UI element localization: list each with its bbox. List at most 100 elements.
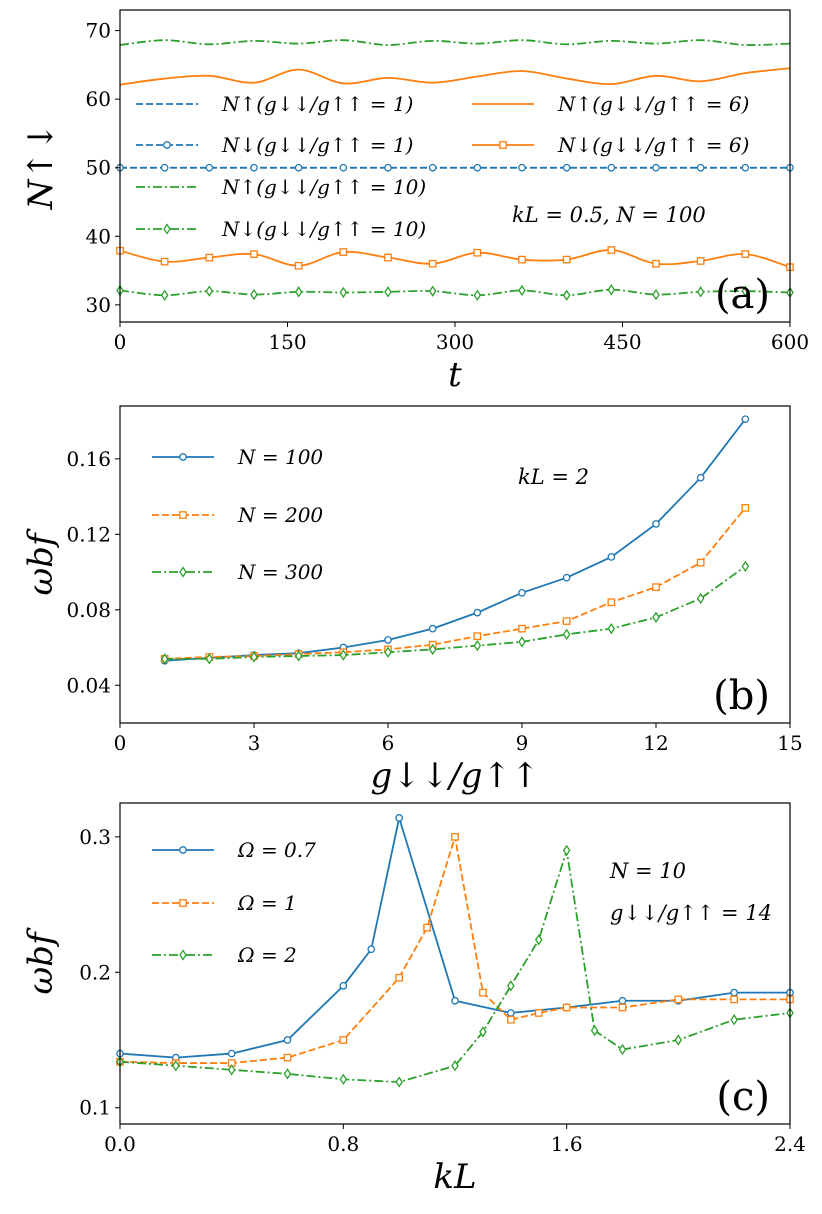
- y-tick-label-0: 0.04: [66, 673, 111, 697]
- y-tick-label-1: 0.08: [66, 598, 111, 622]
- panel-label: (a): [715, 272, 770, 318]
- data-point-2-5: [395, 1076, 403, 1088]
- panel-b: 0 3 6 9 12 15 0.04 0.08 0.12 0.16 g↓↓/g↑↑ ωbf (b) N =…: [21, 405, 803, 796]
- data-point-1-14: [741, 163, 750, 172]
- legend-label-0: N = 100: [237, 445, 323, 469]
- legend-marker-2: [179, 949, 187, 961]
- data-point-3-3: [250, 288, 258, 301]
- legend-marker-1: [179, 511, 187, 519]
- data-point-2-1: [205, 653, 214, 665]
- data-point-1-11: [562, 1003, 571, 1012]
- data-point-1-4: [339, 1036, 348, 1044]
- legend-label-1: N = 200: [237, 503, 323, 527]
- data-point-0-9: [562, 573, 571, 582]
- data-point-2-10: [607, 622, 616, 635]
- data-point-1-2: [205, 163, 214, 172]
- y-tick-label-2: 0.3: [79, 825, 111, 849]
- y-tick-label-3: 0.16: [66, 447, 111, 471]
- data-point-1-8: [518, 624, 526, 633]
- data-point-1-6: [423, 923, 431, 932]
- data-point-2-0: [160, 653, 169, 665]
- data-point-2-3: [294, 650, 303, 662]
- series-line-0: [119, 814, 790, 1059]
- y-tick-label-0: 30: [86, 293, 111, 317]
- data-point-1-14: [730, 995, 739, 1004]
- data-point-5-14: [741, 250, 750, 258]
- data-point-0-7: [473, 608, 482, 617]
- data-point-2-9: [562, 628, 571, 640]
- y-tick-label-2: 50: [86, 156, 111, 180]
- series-line-2: [119, 39, 791, 46]
- data-point-1-13: [741, 504, 750, 512]
- data-point-1-12: [696, 558, 705, 567]
- legend-marker-0: [179, 846, 187, 854]
- data-point-2-7: [473, 639, 482, 652]
- data-point-5-1: [160, 257, 169, 266]
- x-tick-label-4: 12: [643, 731, 668, 755]
- panel-label: (c): [716, 1074, 770, 1120]
- data-point-5-9: [518, 255, 526, 264]
- data-point-3-13: [696, 286, 705, 298]
- data-point-0-12: [730, 988, 739, 997]
- data-point-0-5: [384, 636, 392, 644]
- y-tick-label-2: 0.12: [66, 522, 111, 546]
- data-point-2-3: [283, 1068, 292, 1080]
- data-point-1-12: [618, 1003, 627, 1012]
- y-axis-label: ωbf: [21, 528, 61, 595]
- legend-entry-5: N↓(g↓↓/g↑↑ = 6): [472, 133, 749, 157]
- y-tick-label-4: 70: [86, 19, 111, 43]
- x-tick-label-3: 2.4: [774, 1132, 806, 1156]
- data-point-3-7: [428, 285, 437, 297]
- data-point-5-6: [384, 253, 392, 262]
- annotation: kL = 0.5, N = 100: [512, 203, 706, 227]
- legend-label-2: N↑(g↓↓/g↑↑ = 10): [221, 175, 426, 199]
- data-point-0-10: [618, 996, 627, 1005]
- x-tick-label-1: 0.8: [327, 1132, 359, 1156]
- data-point-3-5: [339, 286, 348, 299]
- y-tick-label-0: 0.1: [79, 1096, 111, 1120]
- data-point-3-1: [160, 289, 169, 301]
- legend-entry-2: N↑(g↓↓/g↑↑ = 10): [136, 175, 426, 199]
- data-point-5-7: [428, 259, 437, 268]
- legend-marker-1: [179, 899, 187, 907]
- x-tick-label-3: 450: [603, 330, 641, 354]
- series-line-1: [164, 507, 747, 660]
- x-tick-label-1: 150: [268, 330, 306, 354]
- data-point-1-5: [395, 973, 404, 982]
- data-point-0-3: [283, 1036, 292, 1044]
- data-point-0-7: [451, 996, 459, 1005]
- data-point-5-13: [696, 257, 705, 265]
- legend-marker-5: [499, 141, 507, 149]
- legend-entry-1: N = 200: [152, 503, 323, 527]
- series-line-0: [164, 418, 747, 662]
- data-point-2-12: [696, 592, 705, 605]
- legend-entry-2: N = 300: [152, 560, 323, 584]
- data-point-0-4: [339, 981, 348, 990]
- x-tick-label-5: 15: [777, 731, 802, 755]
- data-point-1-5: [339, 163, 348, 172]
- plot-frame: [119, 9, 791, 323]
- data-point-0-6: [395, 814, 404, 822]
- legend-marker-0: [179, 453, 187, 461]
- data-point-2-13: [741, 560, 750, 573]
- x-tick-label-2: 6: [382, 731, 395, 755]
- data-point-1-3: [283, 1053, 292, 1062]
- data-point-1-8: [473, 163, 482, 172]
- data-point-1-10: [534, 1009, 543, 1017]
- legend-entry-2: Ω = 2: [152, 943, 297, 967]
- data-point-0-12: [696, 473, 705, 482]
- plot-frame: [119, 802, 791, 1125]
- data-point-2-9: [534, 934, 543, 946]
- data-point-1-8: [479, 988, 487, 997]
- data-point-0-6: [428, 624, 437, 633]
- legend-label-0: N↑(g↓↓/g↑↑ = 1): [221, 92, 413, 116]
- legend-label-1: N↓(g↓↓/g↑↑ = 1): [221, 133, 413, 157]
- data-point-1-3: [250, 163, 258, 172]
- data-point-2-11: [652, 611, 660, 624]
- data-point-0-5: [367, 945, 376, 954]
- data-point-5-5: [339, 248, 348, 256]
- legend-label-4: N↑(g↓↓/g↑↑ = 6): [557, 92, 749, 116]
- y-tick-label-1: 40: [86, 224, 111, 248]
- annotation-line-2: g↓↓/g↑↑ = 14: [610, 901, 772, 925]
- x-tick-label-3: 9: [516, 731, 529, 755]
